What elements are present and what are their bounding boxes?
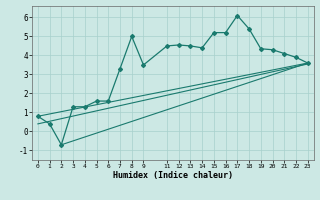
X-axis label: Humidex (Indice chaleur): Humidex (Indice chaleur): [113, 171, 233, 180]
